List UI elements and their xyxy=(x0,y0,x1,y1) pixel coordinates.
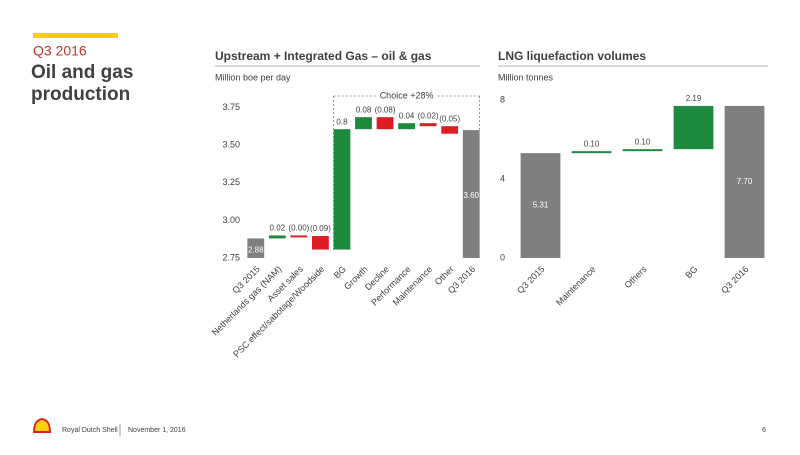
value-label: 0.02 xyxy=(270,224,286,233)
bar xyxy=(376,117,394,130)
value-label: (0.09) xyxy=(310,224,331,233)
y-tick-label: 4 xyxy=(500,173,505,183)
bar xyxy=(247,238,265,258)
bar xyxy=(724,105,765,258)
bar xyxy=(312,236,329,250)
value-label: 0.10 xyxy=(584,139,600,148)
y-tick-label: 2.75 xyxy=(222,252,240,262)
y-tick-label: 8 xyxy=(500,94,505,104)
bar xyxy=(571,151,612,154)
bar xyxy=(622,149,663,152)
bar xyxy=(419,123,437,127)
x-tick-label: Q3 2015 xyxy=(515,264,546,295)
x-tick-label: BG xyxy=(683,264,699,280)
bar xyxy=(398,123,415,130)
bar xyxy=(355,117,372,130)
y-tick-label: 3.00 xyxy=(222,215,240,225)
value-label: (0.08) xyxy=(375,105,396,114)
bar xyxy=(520,153,561,258)
x-tick-label: BG xyxy=(332,264,348,280)
shell-logo xyxy=(33,418,51,433)
y-tick-label: 0 xyxy=(500,252,505,262)
accent-bar xyxy=(33,33,118,38)
kicker: Q3 2016 xyxy=(33,43,87,59)
x-tick-label: Maintenance xyxy=(554,264,598,308)
value-label: 0.8 xyxy=(336,117,348,126)
bar xyxy=(333,129,351,250)
value-label: 3.60 xyxy=(463,191,479,200)
y-tick-label: 3.75 xyxy=(222,102,240,112)
chart-subtitle: Million tonnes xyxy=(498,72,554,82)
value-label: (0.02) xyxy=(418,111,439,120)
x-tick-label: Q3 2016 xyxy=(719,264,750,295)
bar xyxy=(673,105,714,150)
value-label: 5.31 xyxy=(533,201,549,210)
annotation-bg xyxy=(376,90,437,102)
page-number: 6 xyxy=(762,427,766,434)
footer-company: Royal Dutch Shell xyxy=(62,427,118,434)
chart-title: Upstream + Integrated Gas – oil & gas xyxy=(215,49,432,63)
value-label: 7.70 xyxy=(737,177,753,186)
y-tick-label: 3.25 xyxy=(222,177,240,187)
value-label: 0.04 xyxy=(399,111,415,120)
annotation: Choice +28% xyxy=(380,90,434,100)
value-label: 0.08 xyxy=(356,105,372,114)
title-box: Oil and gas production xyxy=(31,62,134,105)
chart-title: LNG liquefaction volumes xyxy=(498,49,646,63)
y-tick-label: 3.50 xyxy=(222,140,240,150)
value-label: 2.19 xyxy=(686,94,702,103)
value-label: 0.10 xyxy=(635,137,651,146)
bar xyxy=(290,235,308,238)
footer-date: November 1, 2016 xyxy=(128,427,186,434)
bar xyxy=(268,235,286,239)
page-title: Oil and gas production xyxy=(31,62,134,105)
x-tick-label: Others xyxy=(622,264,649,291)
bar xyxy=(462,130,480,258)
value-label: (0.05) xyxy=(439,114,460,123)
bar xyxy=(441,126,459,134)
chart-subtitle: Million boe per day xyxy=(215,72,291,82)
value-label: 2.88 xyxy=(248,245,264,254)
value-label: (0.00) xyxy=(288,224,309,233)
